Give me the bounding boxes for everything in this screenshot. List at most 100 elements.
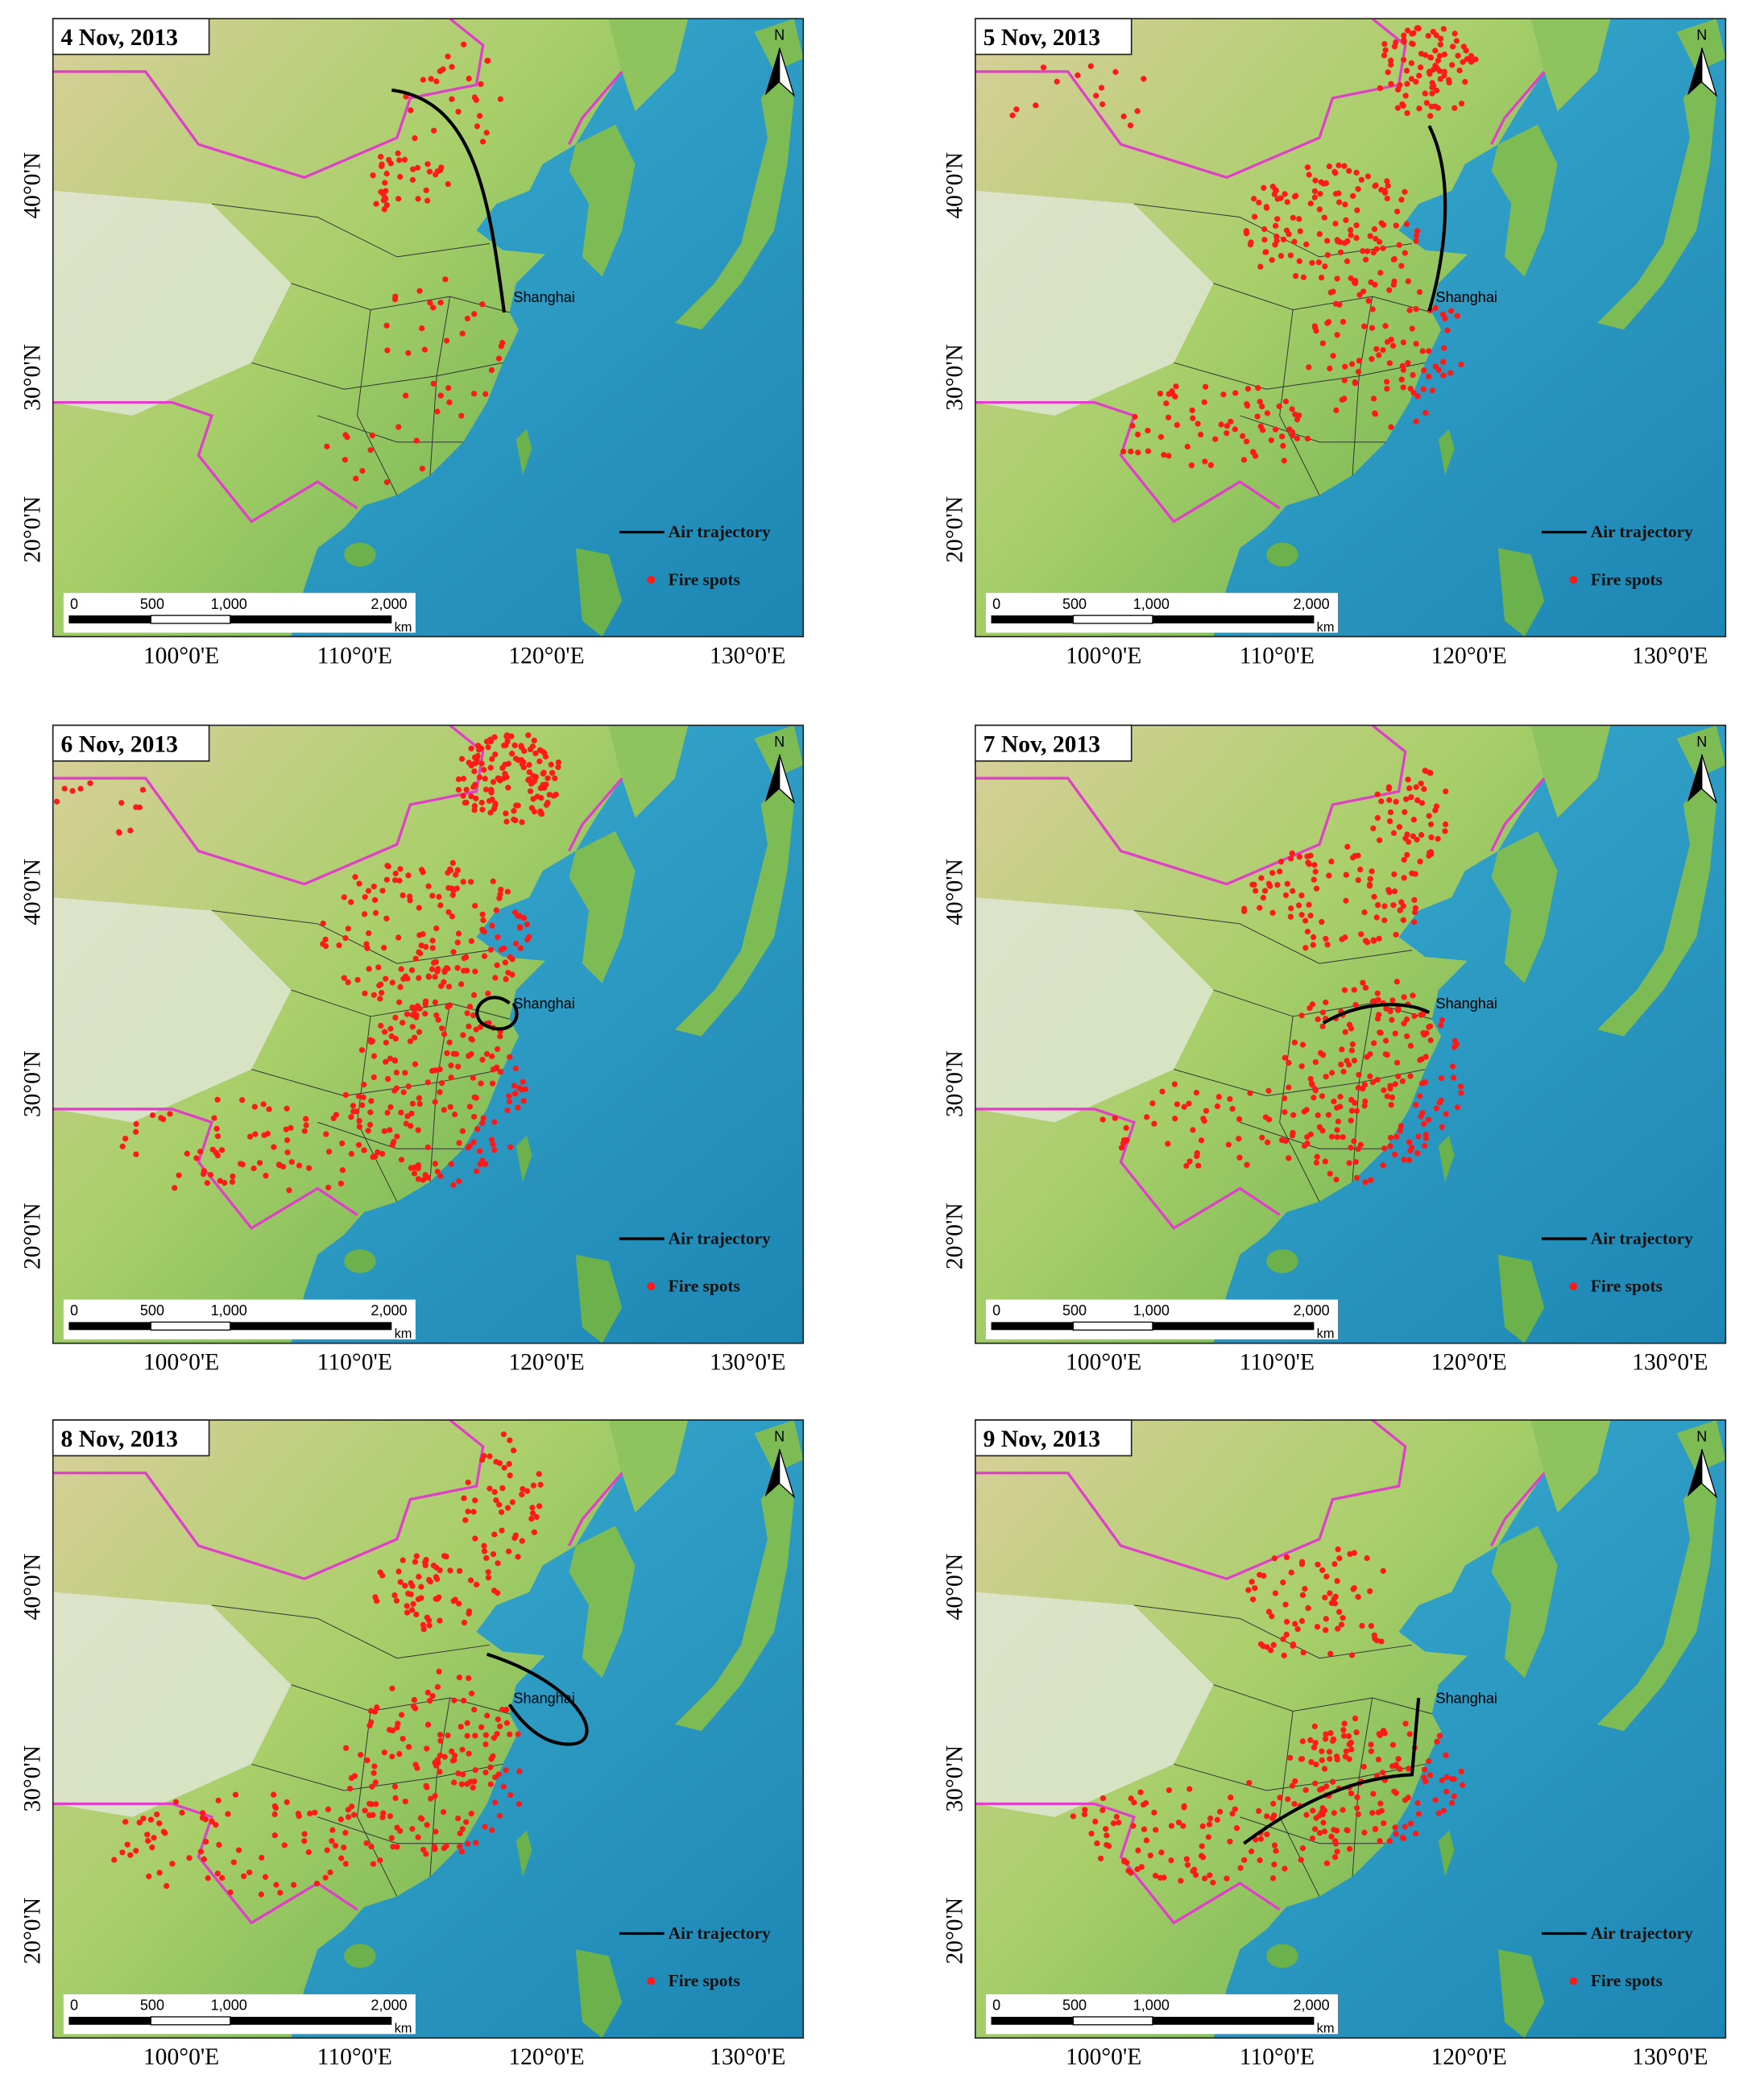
fire-spot: [1259, 427, 1266, 433]
fire-spot: [1422, 90, 1428, 97]
fire-spot: [1214, 1103, 1221, 1110]
fire-spot: [1283, 227, 1290, 234]
air-trajectory: [391, 88, 506, 313]
fire-spot: [445, 385, 452, 391]
fire-spot: [400, 975, 407, 982]
fire-spot: [1348, 1790, 1355, 1797]
map-body: Shanghai: [52, 19, 804, 637]
fire-spot: [356, 880, 362, 887]
fire-spot: [1081, 1811, 1088, 1818]
fire-spot: [381, 945, 387, 951]
fire-spot: [493, 1497, 499, 1504]
fire-spot: [1257, 1857, 1263, 1864]
fire-spot: [1377, 270, 1384, 276]
fire-spot: [256, 1160, 263, 1166]
scale-box: [63, 1994, 416, 2035]
fire-spot: [1315, 259, 1323, 266]
fire-spot: [313, 1880, 321, 1887]
fire-spot: [229, 1178, 236, 1186]
border: [975, 1420, 1546, 1925]
fire-spot: [418, 942, 424, 949]
frame: [52, 18, 805, 638]
fire-spot: [263, 1173, 269, 1179]
fire-spot: [471, 1113, 478, 1120]
fire-spot: [1298, 1756, 1306, 1762]
fire-spot: [288, 1124, 294, 1132]
fire-spot: [409, 166, 416, 172]
fire-spot: [520, 1078, 526, 1085]
fire-spot: [464, 315, 471, 322]
fire-spot: [433, 925, 440, 932]
map-body: Shanghai: [975, 19, 1726, 637]
fire-spot: [1104, 1841, 1110, 1849]
fire-spot: [275, 1161, 283, 1168]
panel-title: 9 Nov, 2013: [983, 1426, 1100, 1452]
fire-spot: [1319, 919, 1325, 925]
fire-spot: [1371, 1632, 1377, 1638]
fire-spot: [1362, 1179, 1369, 1186]
fire-spot: [209, 1818, 215, 1825]
lon-label: 120°0'E: [508, 2044, 584, 2070]
fire-spot: [1203, 1107, 1210, 1114]
land: [1530, 725, 1611, 818]
fire-spot: [1417, 64, 1424, 71]
fire-spot: [445, 180, 451, 188]
fire-spot: [1194, 1153, 1200, 1160]
scale-unit: km: [395, 1327, 412, 1341]
fire-spot: [545, 799, 551, 806]
fire-spot: [497, 1069, 503, 1075]
fire-spot: [1013, 106, 1020, 113]
fire-spot: [520, 1485, 526, 1492]
fire-spot: [1406, 1157, 1413, 1163]
fire-spot: [1380, 1770, 1386, 1776]
fire-spot: [1298, 892, 1305, 899]
fire-spot: [428, 76, 434, 82]
fire-spot: [169, 1861, 176, 1867]
lon-label: 100°0'E: [143, 643, 219, 669]
fire-spot: [127, 1852, 134, 1858]
fire-spot: [1319, 1009, 1327, 1016]
fire-spot: [1331, 1561, 1338, 1567]
fire-spot: [458, 412, 465, 419]
fire-spot: [479, 926, 486, 933]
fire-spot: [1236, 1136, 1242, 1142]
fire-spot: [1328, 1133, 1335, 1140]
fire-spot: [1306, 172, 1312, 178]
fire-spot: [1183, 1162, 1190, 1170]
fire-spot: [1378, 187, 1385, 193]
fire-spot: [1128, 448, 1134, 455]
fire-spot: [325, 1806, 332, 1813]
fire-spot: [1309, 259, 1315, 266]
fire-spot: [491, 1147, 498, 1153]
scale-label: 1,000: [211, 1302, 247, 1319]
fire-spot: [1280, 1579, 1286, 1586]
fire-spot: [504, 888, 511, 895]
fire-spot: [1327, 1650, 1334, 1657]
fire-spot: [1362, 1098, 1369, 1105]
fire-spot: [1294, 435, 1301, 441]
fire-spot: [476, 1148, 483, 1154]
fire-spot: [519, 819, 525, 826]
fire-spot: [1389, 342, 1397, 349]
fire-spot: [1334, 1578, 1340, 1584]
fire-spot: [1241, 908, 1248, 914]
fire-spot: [507, 1472, 513, 1479]
fire-spot: [1401, 36, 1407, 43]
fire-spot: [1394, 105, 1402, 111]
fire-spot: [1168, 1857, 1174, 1864]
scale-bar: [1152, 2016, 1315, 2025]
fire-spot: [179, 1809, 185, 1816]
fire-spot: [375, 1149, 381, 1156]
fire-spot: [1393, 222, 1399, 229]
lon-label: 120°0'E: [1431, 1350, 1506, 1376]
fire-spot: [1321, 1828, 1328, 1835]
fire-spot: [449, 1757, 456, 1764]
fire-spot: [466, 1053, 472, 1059]
scale-label: 2,000: [371, 596, 407, 612]
fire-spot: [1188, 462, 1195, 469]
land: [1497, 1949, 1545, 2039]
fire-spot: [1103, 1826, 1109, 1832]
fire-spot: [1218, 421, 1224, 428]
fire-spot: [1087, 63, 1094, 69]
fire-spot: [1272, 242, 1278, 248]
